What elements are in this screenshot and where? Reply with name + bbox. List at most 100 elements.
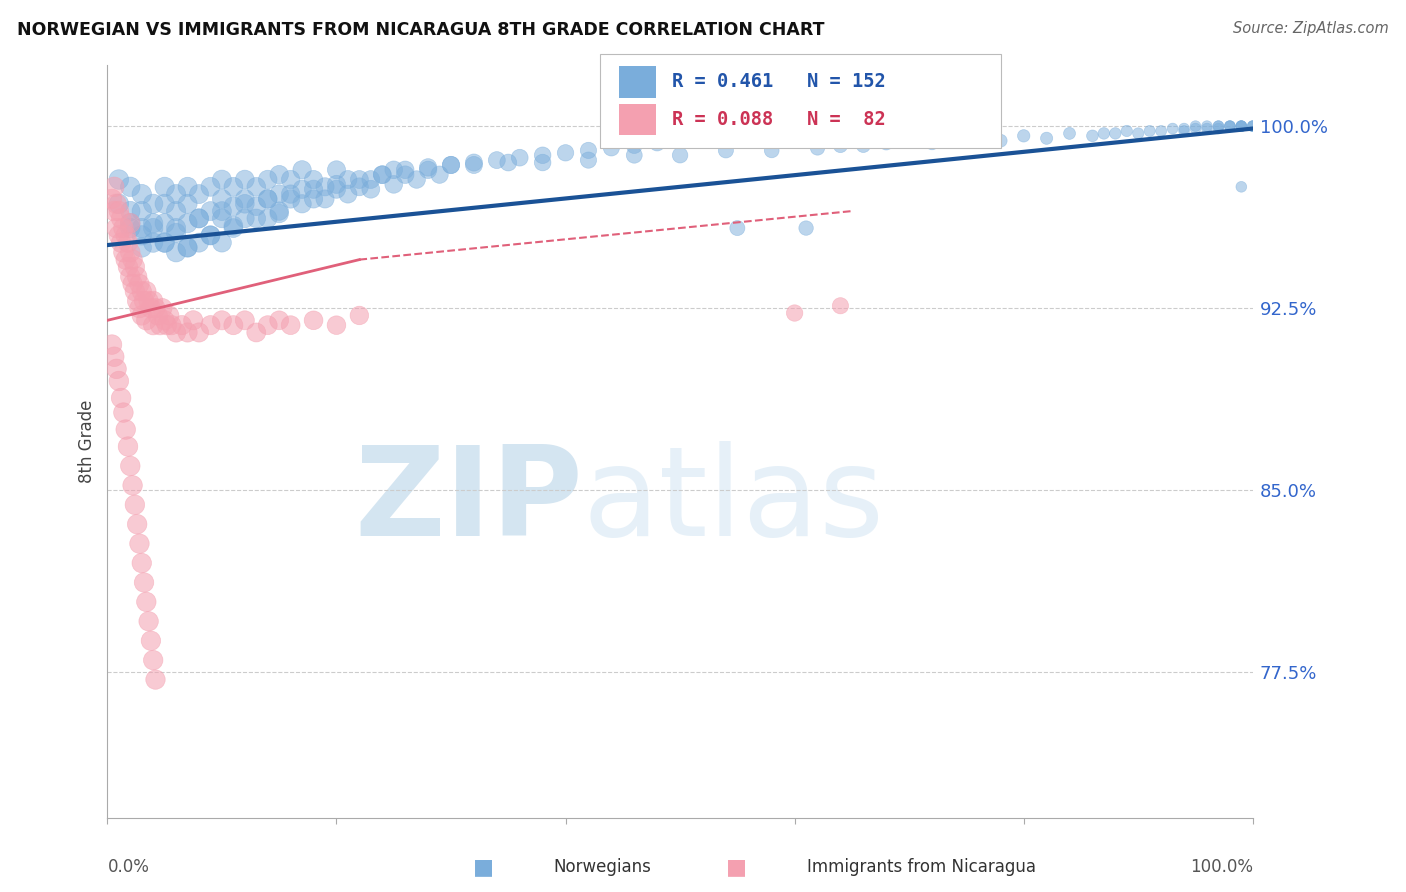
Point: [101, 337, 124, 351]
Point: [245, 211, 267, 226]
Point: [131, 204, 153, 219]
Point: [1139, 124, 1161, 138]
Point: [1195, 119, 1218, 133]
Bar: [620, 66, 657, 98]
Point: [280, 172, 302, 186]
Point: [1081, 128, 1104, 143]
Point: [806, 141, 828, 155]
Point: [531, 155, 554, 169]
Point: [269, 187, 291, 202]
Point: [245, 179, 267, 194]
Point: [131, 228, 153, 243]
Point: [222, 221, 245, 235]
Point: [245, 199, 267, 213]
Point: [382, 178, 405, 192]
Point: [761, 144, 783, 158]
Point: [103, 179, 125, 194]
Point: [181, 313, 204, 327]
Point: [170, 318, 193, 333]
Point: [349, 179, 371, 194]
Point: [188, 187, 211, 202]
Point: [1219, 119, 1241, 133]
Point: [325, 162, 347, 177]
Point: [165, 187, 187, 202]
Point: [463, 158, 485, 172]
Point: [188, 211, 211, 226]
Point: [121, 478, 143, 492]
Point: [120, 245, 142, 260]
Point: [1230, 179, 1253, 194]
Point: [1219, 119, 1241, 133]
Point: [108, 228, 131, 243]
Point: [112, 221, 135, 235]
Point: [128, 277, 150, 291]
Point: [103, 204, 125, 219]
Point: [233, 211, 256, 226]
Point: [121, 252, 143, 267]
Point: [121, 277, 143, 291]
Point: [394, 168, 416, 182]
Point: [108, 172, 131, 186]
Point: [669, 148, 692, 162]
Point: [531, 148, 554, 162]
Point: [360, 172, 382, 186]
Point: [127, 293, 149, 308]
Point: [967, 131, 990, 145]
Text: Source: ZipAtlas.com: Source: ZipAtlas.com: [1233, 21, 1389, 36]
Point: [336, 172, 359, 186]
Point: [131, 187, 153, 202]
Point: [302, 313, 325, 327]
Point: [114, 252, 136, 267]
Point: [153, 196, 176, 211]
Point: [120, 458, 142, 473]
Point: [302, 192, 325, 206]
Point: [256, 211, 278, 226]
Point: [1241, 119, 1264, 133]
Point: [188, 235, 211, 250]
Point: [921, 136, 943, 150]
Point: [188, 211, 211, 226]
Point: [1230, 119, 1253, 133]
Point: [108, 204, 131, 219]
Point: [120, 179, 142, 194]
Point: [108, 196, 131, 211]
Point: [142, 216, 165, 230]
Point: [176, 326, 198, 340]
Point: [394, 162, 416, 177]
Point: [302, 172, 325, 186]
Point: [145, 301, 167, 315]
Point: [302, 182, 325, 196]
Point: [1208, 119, 1230, 133]
Point: [142, 221, 165, 235]
Point: [103, 350, 125, 364]
FancyBboxPatch shape: [600, 54, 1001, 148]
Point: [382, 162, 405, 177]
Point: [200, 228, 222, 243]
Point: [131, 284, 153, 298]
Point: [138, 293, 160, 308]
Point: [105, 221, 128, 235]
Point: [269, 313, 291, 327]
Point: [117, 235, 139, 250]
Point: [135, 284, 157, 298]
Point: [314, 192, 336, 206]
Point: [360, 182, 382, 196]
Point: [108, 374, 131, 388]
Point: [1035, 131, 1057, 145]
Point: [142, 196, 165, 211]
Point: [131, 309, 153, 323]
Point: [1230, 119, 1253, 133]
Point: [233, 192, 256, 206]
Point: [145, 673, 167, 687]
Point: [200, 179, 222, 194]
Point: [291, 182, 314, 196]
Text: R = 0.461   N = 152: R = 0.461 N = 152: [672, 72, 886, 92]
Point: [211, 235, 233, 250]
Point: [142, 235, 165, 250]
Point: [256, 192, 278, 206]
Point: [645, 136, 668, 150]
Point: [440, 158, 463, 172]
Point: [127, 517, 149, 532]
Point: [578, 144, 600, 158]
Point: [105, 362, 128, 376]
